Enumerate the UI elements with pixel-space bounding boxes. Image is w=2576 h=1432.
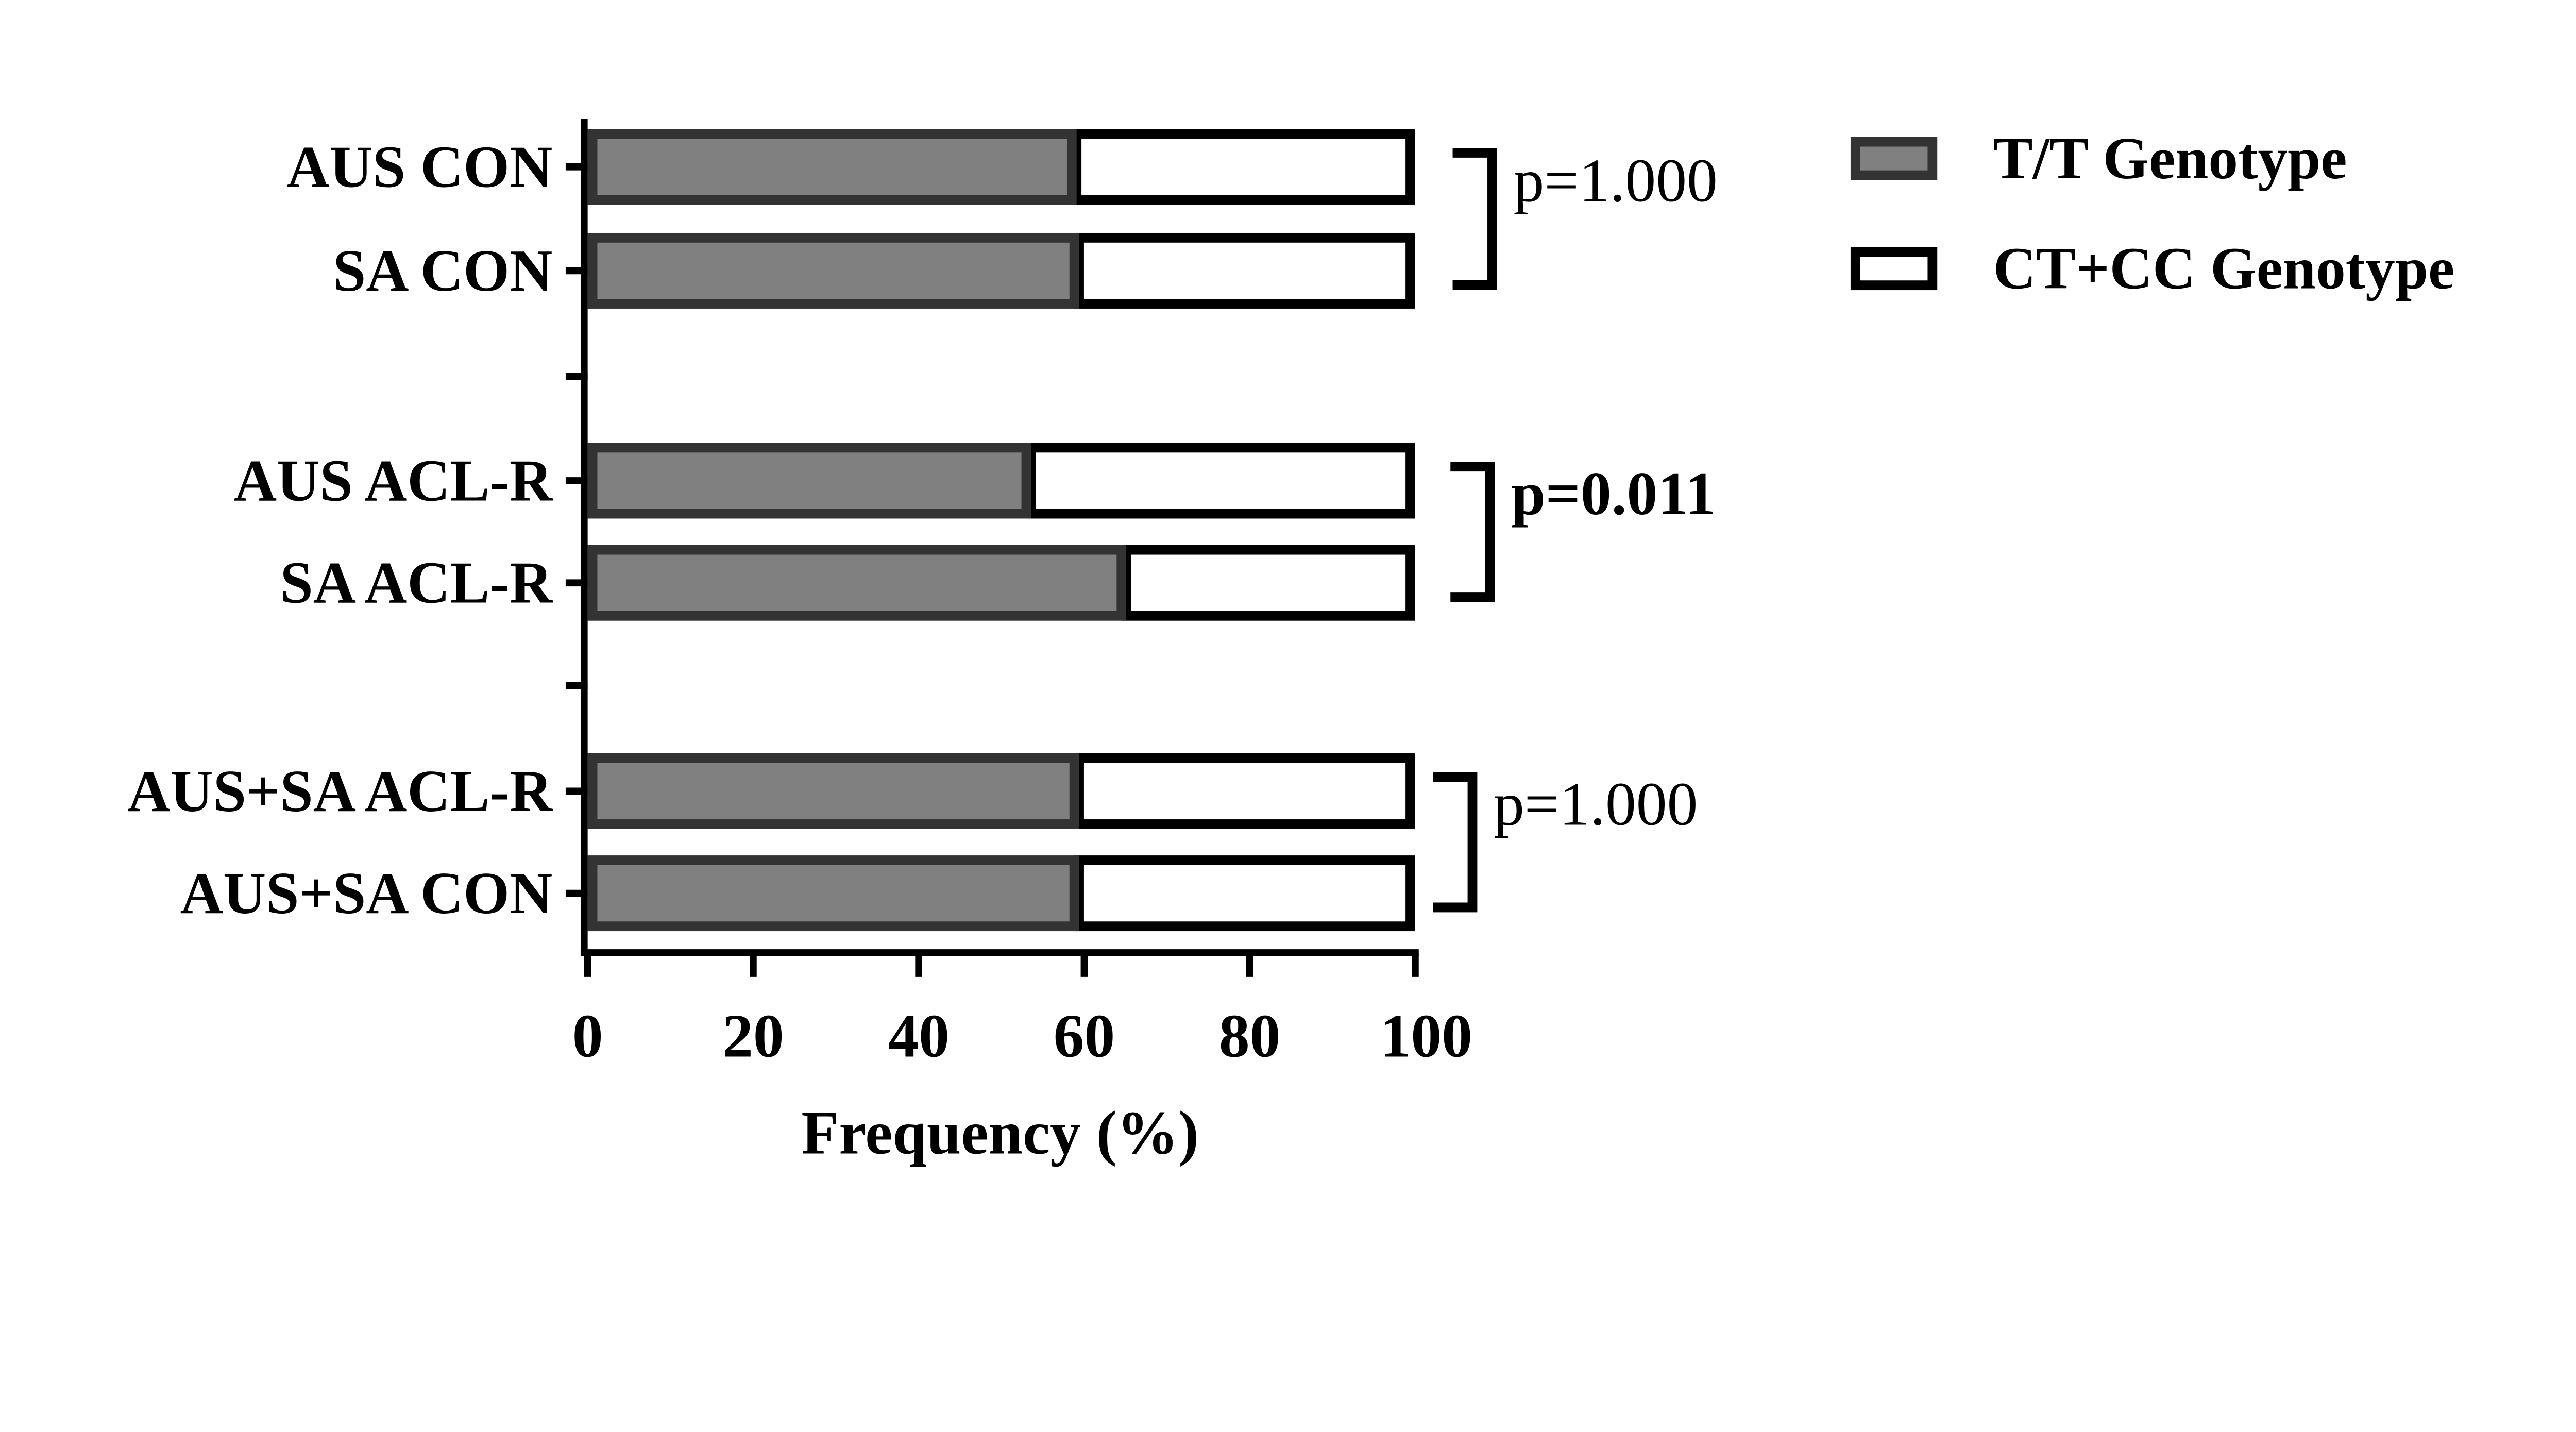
bar-ct-cc [1072, 129, 1415, 205]
x-tick-label: 20 [722, 1002, 784, 1070]
bar-ct-cc [1074, 855, 1415, 932]
p-value-label: p=1.000 [1513, 146, 1717, 214]
bar-ct-cc [1074, 753, 1415, 829]
bar-ct-cc [1026, 443, 1415, 519]
bar-ct-cc [1074, 232, 1415, 309]
legend-label: T/T Genotype [1993, 125, 2347, 191]
x-tick-label: 40 [888, 1002, 950, 1070]
significance-bracket [1433, 772, 1478, 913]
x-tick-label: 0 [572, 1002, 603, 1070]
p-value-label: p=0.011 [1511, 459, 1716, 528]
bar-tt [587, 232, 1079, 309]
x-tick-label: 80 [1219, 1002, 1281, 1070]
category-label: SA ACL-R [280, 550, 553, 616]
legend-swatch [1850, 137, 1938, 180]
significance-bracket [1450, 462, 1495, 602]
bar-tt [587, 753, 1079, 829]
bar-tt [587, 129, 1077, 205]
bar-tt [587, 443, 1031, 519]
bar-tt [587, 855, 1079, 932]
legend-label: CT+CC Genotype [1993, 235, 2454, 301]
category-label: AUS ACL-R [234, 447, 553, 513]
bar-ct-cc [1121, 545, 1415, 621]
x-tick-label: 100 [1380, 1002, 1472, 1070]
category-label: AUS+SA CON [180, 860, 553, 926]
category-label: AUS CON [286, 133, 552, 199]
bar-tt [587, 545, 1127, 621]
category-label: SA CON [333, 238, 552, 304]
category-label: AUS+SA ACL-R [127, 758, 553, 824]
x-tick-label: 60 [1054, 1002, 1115, 1070]
significance-bracket [1452, 148, 1497, 290]
legend-swatch [1850, 247, 1938, 291]
stacked-bar-chart: Frequency (%) AUS CON SA CON AUS ACL-R SA A… [127, 119, 2454, 1167]
p-value-label: p=1.000 [1494, 769, 1698, 838]
x-axis-label: Frequency (%) [801, 1099, 1199, 1167]
